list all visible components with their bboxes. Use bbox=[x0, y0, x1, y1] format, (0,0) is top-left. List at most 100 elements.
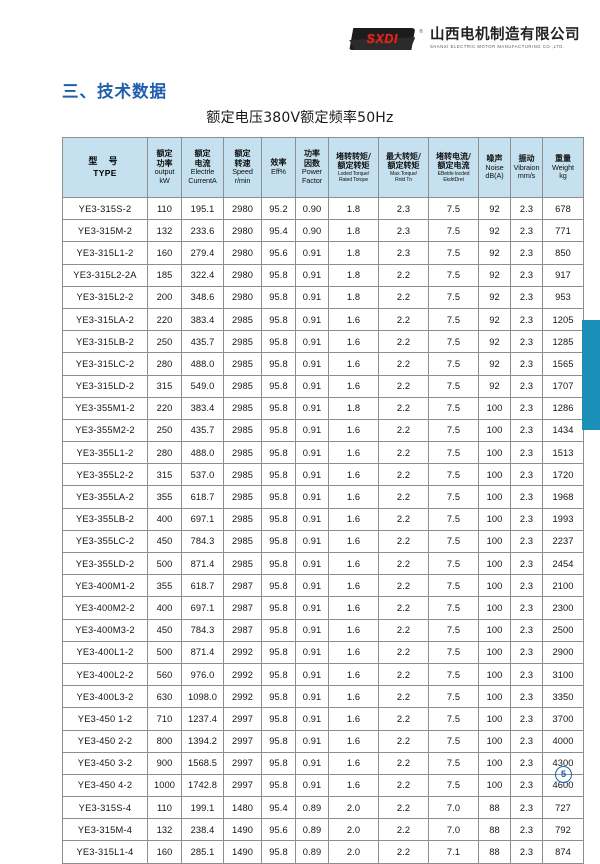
table-cell: 2.3 bbox=[510, 529, 543, 554]
table-cell: 95.8 bbox=[261, 285, 296, 309]
table-cell: 95.8 bbox=[261, 507, 296, 531]
table-cell: 0.91 bbox=[295, 707, 329, 731]
table-row: YE3-315L2-2A 185 322.4 2980 95.8 0.91 1.8 2.2 7.… bbox=[62, 263, 584, 287]
column-header-weight: 重量 Weight kg bbox=[542, 137, 584, 198]
table-cell: 100 bbox=[478, 529, 511, 554]
table-cell: 2.2 bbox=[378, 529, 429, 554]
hdr-en-line1: Power bbox=[301, 167, 323, 177]
hdr-cn-line2: 功率 bbox=[156, 158, 173, 168]
table-cell: 2.3 bbox=[510, 507, 543, 531]
table-cell: 2985 bbox=[223, 507, 262, 531]
hdr-cn-line1: 噪声 bbox=[486, 154, 503, 164]
table-cell: 0.91 bbox=[295, 640, 329, 664]
table-cell: 132 bbox=[147, 219, 182, 243]
table-cell: 2980 bbox=[223, 285, 262, 309]
table-cell: 1237.4 bbox=[181, 707, 224, 731]
table-cell: 238.4 bbox=[181, 818, 224, 842]
table-cell: 0.91 bbox=[295, 618, 329, 642]
table-cell: 95.8 bbox=[261, 352, 296, 376]
table-cell: 2992 bbox=[223, 640, 262, 664]
table-cell: 2.3 bbox=[510, 640, 543, 664]
table-cell: 1.6 bbox=[328, 418, 379, 443]
table-cell: 95.8 bbox=[261, 307, 296, 332]
table-cell: 0.90 bbox=[295, 219, 329, 243]
table-cell: 2.2 bbox=[378, 418, 429, 443]
table-cell: 2.3 bbox=[510, 219, 543, 243]
table-cell: 3700 bbox=[542, 707, 584, 731]
table-body: YE3-315S-2 110 195.1 2980 95.2 0.90 1.8 2.3 7.5 9… bbox=[62, 196, 584, 864]
table-cell: 95.8 bbox=[261, 640, 296, 664]
table-cell: 250 bbox=[147, 418, 182, 443]
table-cell: 900 bbox=[147, 751, 182, 775]
table-cell: 1434 bbox=[542, 418, 584, 443]
table-cell: 2980 bbox=[223, 196, 262, 221]
table-cell: 2.3 bbox=[510, 196, 543, 221]
table-cell: 2.0 bbox=[328, 818, 379, 842]
cell-model: YE3-315M-4 bbox=[62, 818, 148, 842]
table-cell: 2.3 bbox=[510, 352, 543, 376]
table-cell: 678 bbox=[542, 196, 584, 221]
cell-model: YE3-450 4-2 bbox=[62, 773, 148, 798]
company-name-en: SHANXI ELECTRIC MOTOR MANUFACTURING CO.,… bbox=[430, 44, 565, 50]
table-cell: 2.2 bbox=[378, 618, 429, 642]
table-cell: 92 bbox=[478, 352, 511, 376]
table-cell: 2.3 bbox=[510, 396, 543, 420]
column-header-type-en: TYPE bbox=[93, 168, 117, 179]
table-cell: 2.2 bbox=[378, 330, 429, 354]
table-cell: 2.2 bbox=[378, 551, 429, 576]
table-cell: 2.3 bbox=[510, 485, 543, 509]
table-cell: 7.5 bbox=[428, 729, 479, 753]
table-row: YE3-355LD-2 500 871.4 2985 95.8 0.91 1.6 2.2 7.5… bbox=[62, 551, 584, 576]
table-cell: 100 bbox=[478, 507, 511, 531]
table-cell: 0.91 bbox=[295, 396, 329, 420]
table-cell: 95.8 bbox=[261, 529, 296, 554]
table-cell: 917 bbox=[542, 263, 584, 287]
table-cell: 1.6 bbox=[328, 574, 379, 598]
cell-model: YE3-450 3-2 bbox=[62, 751, 148, 775]
table-cell: 710 bbox=[147, 707, 182, 731]
table-cell: 0.91 bbox=[295, 596, 329, 620]
table-cell: 2.3 bbox=[510, 241, 543, 265]
table-cell: 0.91 bbox=[295, 485, 329, 509]
table-row: YE3-315M-4 132 238.4 1490 95.6 0.89 2.0 2.2 7.0 8… bbox=[62, 818, 584, 842]
table-cell: 2.3 bbox=[510, 618, 543, 642]
hdr-cn-line2: 电流 bbox=[194, 158, 211, 168]
table-cell: 0.91 bbox=[295, 241, 329, 265]
table-cell: 2.3 bbox=[510, 551, 543, 576]
table-row: YE3-400L2-2 560 976.0 2992 95.8 0.91 1.6 2.2 7.5… bbox=[62, 662, 584, 687]
table-cell: 355 bbox=[147, 574, 182, 598]
hdr-cn-line1: 最大转矩/ bbox=[386, 151, 421, 161]
table-cell: 110 bbox=[147, 196, 182, 221]
table-cell: 0.91 bbox=[295, 662, 329, 687]
table-cell: 7.5 bbox=[428, 396, 479, 420]
table-cell: 0.91 bbox=[295, 441, 329, 465]
table-row: YE3-355LC-2 450 784.3 2985 95.8 0.91 1.6 2.2 7.5… bbox=[62, 529, 584, 554]
table-cell: 100 bbox=[478, 574, 511, 598]
cell-model: YE3-400M2-2 bbox=[62, 596, 148, 620]
cell-model: YE3-355LC-2 bbox=[62, 529, 148, 554]
table-cell: 7.1 bbox=[428, 840, 479, 864]
hdr-cn-line1: 额定 bbox=[156, 149, 173, 159]
hdr-en-line1: output bbox=[154, 167, 175, 177]
table-cell: 2.2 bbox=[378, 729, 429, 753]
column-header-electric-current: 额定 电流 Electrle CurrentA bbox=[181, 137, 224, 198]
table-cell: 95.8 bbox=[261, 574, 296, 598]
table-cell: 100 bbox=[478, 596, 511, 620]
table-cell: 100 bbox=[478, 640, 511, 664]
table-cell: 2985 bbox=[223, 441, 262, 465]
table-cell: 7.5 bbox=[428, 285, 479, 309]
table-row: YE3-315S-2 110 195.1 2980 95.2 0.90 1.8 2.3 7.5 9… bbox=[62, 196, 584, 221]
hdr-en-line1: Weight bbox=[552, 162, 574, 172]
table-cell: 0.89 bbox=[295, 818, 329, 842]
hdr-cn-line1: 堵转转矩/ bbox=[336, 151, 371, 161]
table-cell: 1968 bbox=[542, 485, 584, 509]
table-cell: 850 bbox=[542, 241, 584, 265]
column-header-type-cn: 型 号 bbox=[88, 156, 122, 167]
table-cell: 280 bbox=[147, 352, 182, 376]
table-cell: 100 bbox=[478, 729, 511, 753]
table-cell: 100 bbox=[478, 551, 511, 576]
table-cell: 315 bbox=[147, 374, 182, 398]
table-row: YE3-355L1-2 280 488.0 2985 95.8 0.91 1.6 2.2 7.5… bbox=[62, 441, 584, 465]
table-cell: 2.2 bbox=[378, 773, 429, 798]
table-cell: 1720 bbox=[542, 463, 584, 487]
